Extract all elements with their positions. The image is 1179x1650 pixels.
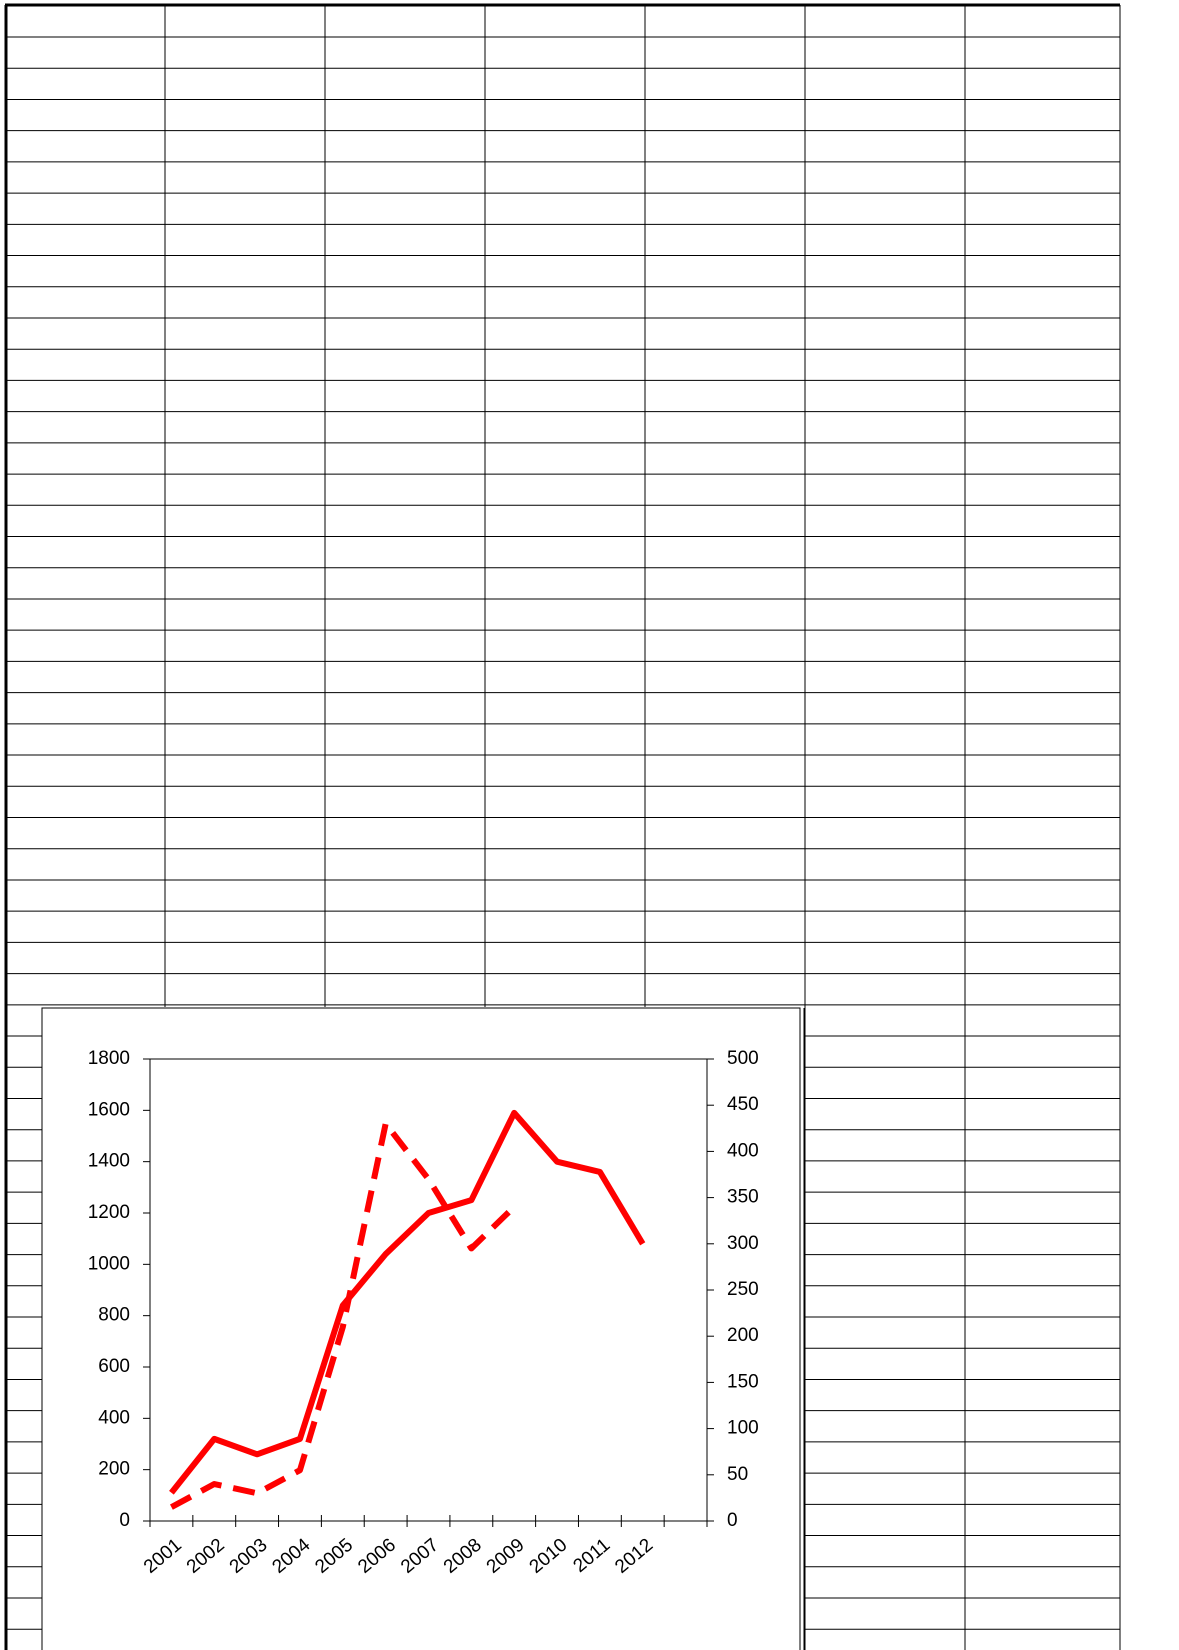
y-tick-label: 400 [98,1407,130,1428]
y-tick-label: 1600 [88,1099,130,1120]
y-tick-label: 1800 [88,1048,130,1069]
y2-tick-label: 250 [727,1279,759,1300]
y2-tick-label: 100 [727,1418,759,1439]
y-tick-label: 0 [119,1510,130,1531]
y2-tick-label: 50 [727,1464,748,1485]
chart-area [41,1007,801,1650]
y2-tick-label: 350 [727,1187,759,1208]
y-tick-label: 1200 [88,1202,130,1223]
y-tick-label: 200 [98,1459,130,1480]
y-tick-label: 600 [98,1356,130,1377]
y2-tick-label: 450 [727,1094,759,1115]
y2-tick-label: 500 [727,1048,759,1069]
line-series [169,1109,646,1495]
line-series [169,1120,517,1510]
y2-tick-label: 300 [727,1233,759,1254]
y-tick-label: 800 [98,1305,130,1326]
y2-tick-label: 150 [727,1371,759,1392]
y-tick-label: 1000 [88,1253,130,1274]
cell-grid [5,5,1121,1650]
y2-tick-label: 400 [727,1140,759,1161]
y-tick-label: 1400 [88,1151,130,1172]
y2-tick-label: 0 [727,1510,738,1531]
y2-tick-label: 200 [727,1325,759,1346]
